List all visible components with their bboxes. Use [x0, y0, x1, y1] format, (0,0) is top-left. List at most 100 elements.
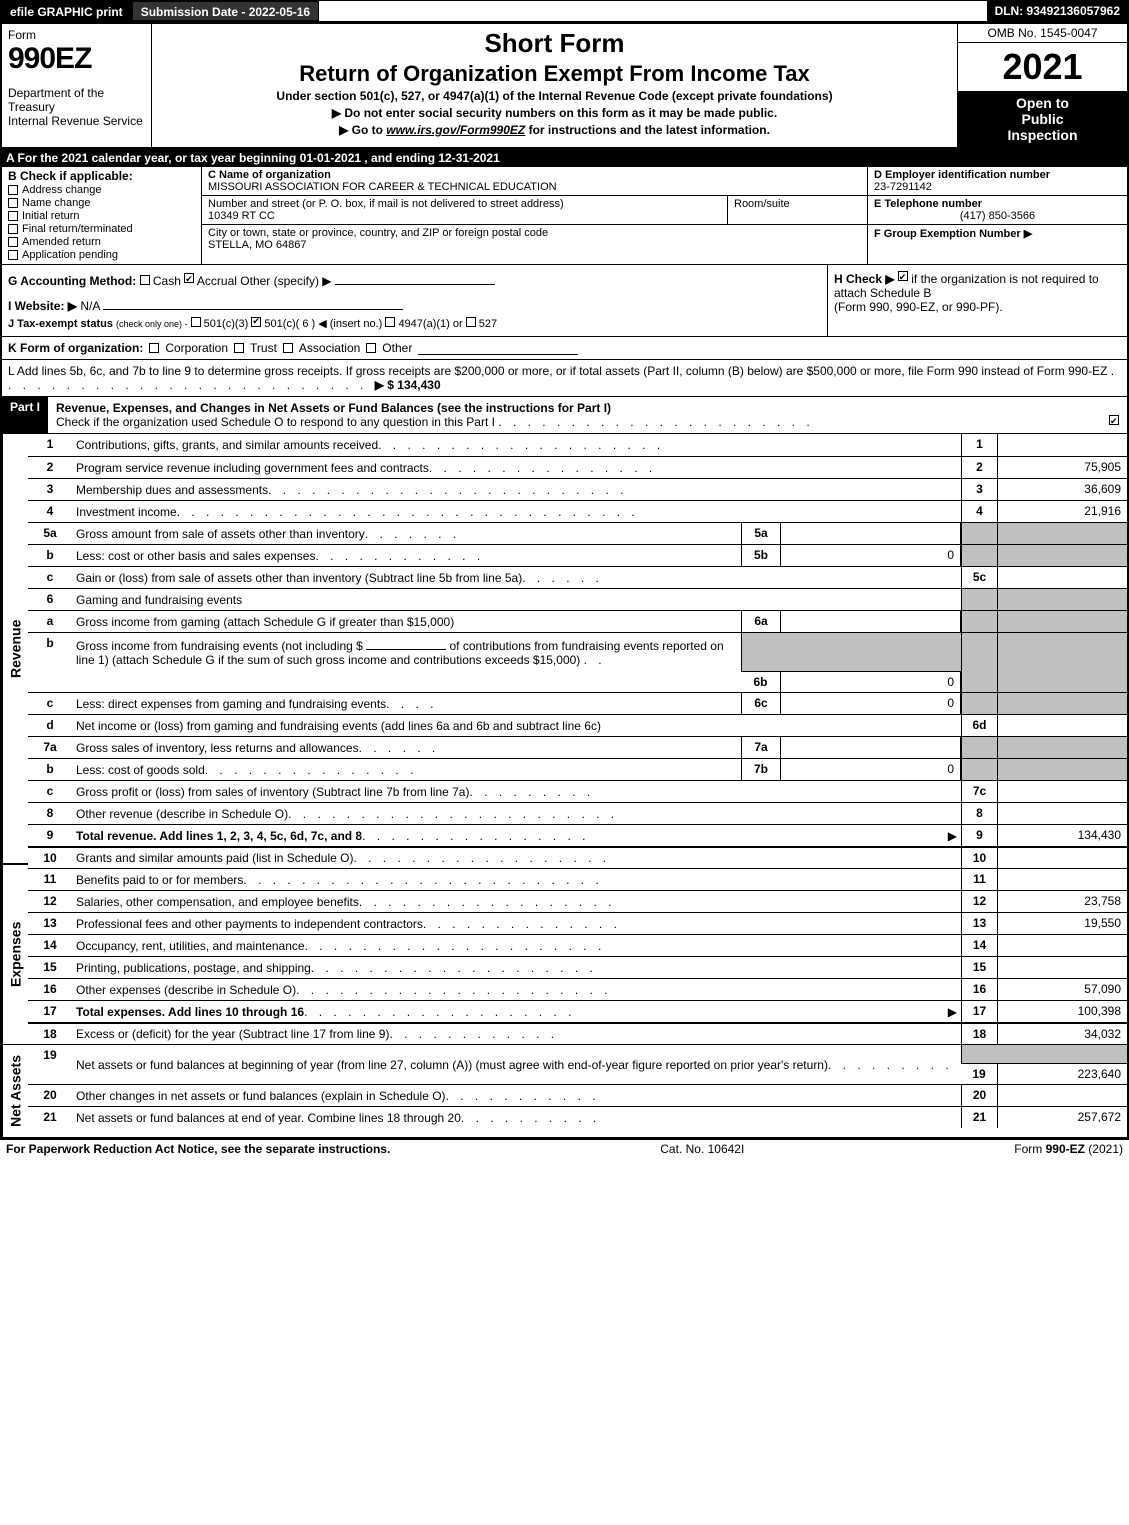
chk-501c[interactable]: [251, 317, 261, 327]
chk-association[interactable]: [283, 343, 293, 353]
chk-schedule-o[interactable]: [1109, 415, 1119, 425]
d-label: D Employer identification number: [874, 169, 1050, 181]
dept-irs: Internal Revenue Service: [8, 114, 145, 128]
l-amount: ▶ $ 134,430: [375, 378, 441, 392]
line-7c: c Gross profit or (loss) from sales of i…: [28, 780, 1127, 802]
chk-amended-return[interactable]: Amended return: [8, 236, 195, 248]
ln-num: 1: [28, 434, 72, 456]
chk-address-change[interactable]: Address change: [8, 184, 195, 196]
chk-trust[interactable]: [234, 343, 244, 353]
chk-corporation[interactable]: [149, 343, 159, 353]
public: Public: [962, 111, 1123, 127]
ln-box-val: 100,398: [997, 1001, 1127, 1022]
ln-sub-num: 6c: [741, 693, 781, 714]
ln-box-num: 5c: [961, 567, 997, 588]
submission-date-button[interactable]: Submission Date - 2022-05-16: [132, 1, 319, 21]
ln-box-gray: [961, 611, 997, 632]
ln-desc: Occupancy, rent, utilities, and maintena…: [76, 939, 305, 953]
chk-other-org[interactable]: [366, 343, 376, 353]
open-public-badge: Open to Public Inspection: [958, 91, 1127, 147]
ln-box-gray: [961, 633, 997, 692]
chk-application-pending[interactable]: Application pending: [8, 249, 195, 261]
ln-box-gray: [997, 737, 1127, 758]
form-header: Form 990EZ Department of the Treasury In…: [0, 22, 1129, 149]
ln-box-val: [997, 869, 1127, 890]
part1-table: Revenue Expenses Net Assets 1 Contributi…: [0, 434, 1129, 1139]
ln-desc: Excess or (deficit) for the year (Subtra…: [76, 1027, 389, 1041]
6b-amount-input[interactable]: [366, 636, 446, 650]
ln-box-val: 223,640: [997, 1064, 1127, 1084]
chk-527[interactable]: [466, 317, 476, 327]
ln-box-val: 57,090: [997, 979, 1127, 1000]
chk-4947[interactable]: [385, 317, 395, 327]
ln-box-val: [997, 781, 1127, 802]
ln-box-val: 36,609: [997, 479, 1127, 500]
line-5b: b Less: cost or other basis and sales ex…: [28, 544, 1127, 566]
omb-number: OMB No. 1545-0047: [958, 24, 1127, 43]
ln-box-num: 1: [961, 434, 997, 456]
k-assoc: Association: [299, 341, 360, 355]
ln-box-val: 257,672: [997, 1107, 1127, 1128]
line-9: 9 Total revenue. Add lines 1, 2, 3, 4, 5…: [28, 824, 1127, 846]
efile-print-button[interactable]: efile GRAPHIC print: [1, 1, 132, 21]
c-label: C Name of organization: [208, 169, 331, 181]
ln-sub-num: 7b: [741, 759, 781, 780]
ln-sub-num: 7a: [741, 737, 781, 758]
ln-box-gray: [961, 737, 997, 758]
ln-box-num: 11: [961, 869, 997, 890]
section-bcd: B Check if applicable: Address change Na…: [0, 167, 1129, 265]
ln-box-val: 134,430: [997, 825, 1127, 846]
line-4: 4 Investment income . . . . . . . . . . …: [28, 500, 1127, 522]
ln-num: 11: [28, 869, 72, 890]
ln-num: 17: [28, 1001, 72, 1022]
ln-desc: Contributions, gifts, grants, and simila…: [76, 438, 378, 452]
chk-cash[interactable]: [140, 275, 150, 285]
chk-schedule-b[interactable]: [898, 271, 908, 281]
k-corp: Corporation: [165, 341, 228, 355]
chk-name-change[interactable]: Name change: [8, 197, 195, 209]
ln-box-num: 18: [961, 1024, 997, 1044]
ln-num: 19: [28, 1045, 72, 1084]
chk-accrual[interactable]: [184, 273, 194, 283]
g-cash: Cash: [153, 274, 181, 288]
chk-501c3[interactable]: [191, 317, 201, 327]
line-8: 8 Other revenue (describe in Schedule O)…: [28, 802, 1127, 824]
ln-desc: Gross income from gaming (attach Schedul…: [76, 615, 454, 629]
l-text: L Add lines 5b, 6c, and 7b to line 9 to …: [8, 364, 1107, 378]
vtab-netassets: Net Assets: [2, 1045, 28, 1137]
ln-desc: Net assets or fund balances at beginning…: [76, 1058, 828, 1072]
chk-final-return[interactable]: Final return/terminated: [8, 223, 195, 235]
line-15: 15 Printing, publications, postage, and …: [28, 956, 1127, 978]
ln-box-gray: [997, 523, 1127, 544]
instr-goto-pre: ▶ Go to: [339, 123, 386, 137]
ln-desc: Program service revenue including govern…: [76, 461, 429, 475]
section-b-label: B Check if applicable:: [8, 169, 195, 183]
line-6d: d Net income or (loss) from gaming and f…: [28, 714, 1127, 736]
ln-desc: Printing, publications, postage, and shi…: [76, 961, 311, 975]
ln-box-val: [997, 1085, 1127, 1106]
line-3: 3 Membership dues and assessments . . . …: [28, 478, 1127, 500]
ln-box-val: 19,550: [997, 913, 1127, 934]
ln-box-num: 14: [961, 935, 997, 956]
header-mid: Short Form Return of Organization Exempt…: [152, 24, 957, 147]
ln-num: 2: [28, 457, 72, 478]
irs-link[interactable]: www.irs.gov/Form990EZ: [386, 123, 525, 137]
g-other-input[interactable]: [335, 271, 495, 285]
line-20: 20 Other changes in net assets or fund b…: [28, 1084, 1127, 1106]
ln-desc: Less: cost or other basis and sales expe…: [76, 549, 315, 563]
line-7b: b Less: cost of goods sold . . . . . . .…: [28, 758, 1127, 780]
ln-num: 15: [28, 957, 72, 978]
ln-num: 10: [28, 848, 72, 868]
vtab-expenses: Expenses: [2, 865, 28, 1044]
part1-tag: Part I: [2, 397, 48, 433]
chk-initial-return[interactable]: Initial return: [8, 210, 195, 222]
line-10: 10 Grants and similar amounts paid (list…: [28, 846, 1127, 868]
org-name: MISSOURI ASSOCIATION FOR CAREER & TECHNI…: [208, 181, 557, 193]
instr-ssn: ▶ Do not enter social security numbers o…: [162, 106, 947, 120]
k-label: K Form of organization:: [8, 341, 143, 355]
ln-sub-val: 0: [781, 672, 961, 692]
k-other-input[interactable]: [418, 341, 578, 355]
website-underline: [103, 296, 403, 310]
ln-desc: Gain or (loss) from sale of assets other…: [76, 571, 522, 585]
ln-num: 16: [28, 979, 72, 1000]
